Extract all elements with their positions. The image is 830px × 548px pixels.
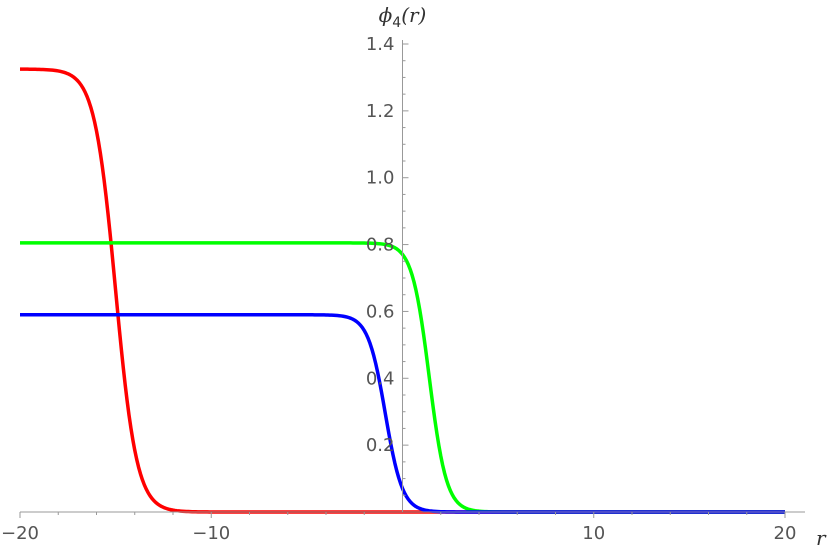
- y-tick-label: 0.4: [366, 368, 395, 389]
- y-tick-label: 1.0: [366, 168, 395, 189]
- x-axis-ticks: −20 −10 10 20: [1, 512, 796, 544]
- y-axis-label-argument: (r): [401, 3, 426, 27]
- y-axis-label: ϕ4(r): [379, 3, 427, 31]
- x-tick-label: −10: [192, 523, 230, 544]
- y-tick-label: 1.2: [366, 101, 395, 122]
- y-axis-label-subscript: 4: [392, 15, 401, 31]
- x-tick-label: 10: [582, 523, 605, 544]
- x-tick-label: −20: [1, 523, 39, 544]
- y-tick-label: 0.6: [366, 301, 395, 322]
- y-tick-label: 0.8: [366, 235, 395, 256]
- y-tick-label: 0.2: [366, 435, 395, 456]
- x-axis-label: r: [816, 526, 827, 548]
- y-axis-label-symbol: ϕ: [379, 3, 393, 27]
- y-axis-ticks: 0.2 0.4 0.6 0.8 1.0 1.2 1.4: [366, 34, 409, 496]
- x-tick-label: 20: [774, 523, 797, 544]
- y-tick-label: 1.4: [366, 34, 395, 55]
- axes-layer: −20 −10 10 20 0.2 0.4 0.6 0.8 1.0 1.2 1.4 r ϕ4(r): [1, 3, 827, 548]
